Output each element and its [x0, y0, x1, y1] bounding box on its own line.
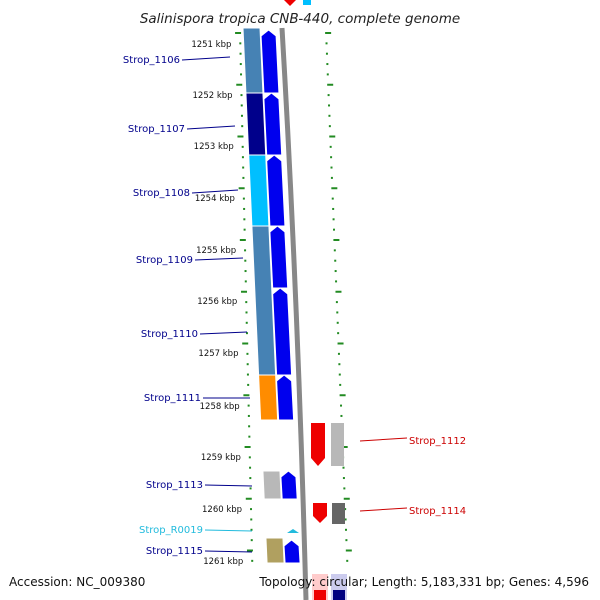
scale-label: 1260 kbp	[202, 505, 242, 515]
cog-bar	[242, 27, 264, 94]
scale-label: 1257 kbp	[198, 349, 238, 359]
forward-gene-arrow	[260, 29, 280, 94]
reverse-gene-arrow	[313, 503, 327, 523]
partial-feature-top-cyan	[303, 0, 311, 5]
scale-label: 1255 kbp	[196, 246, 236, 256]
chromosome-backbone	[279, 27, 309, 600]
gene-leader-line	[186, 125, 236, 130]
map-title: Salinispora tropica CNB-440, complete ge…	[140, 11, 460, 27]
gene-labels: Strop_1106 Strop_1107 Strop_1108 Strop_1109…	[123, 55, 466, 557]
cog-category-track	[242, 27, 285, 564]
gene-label[interactable]: Strop_1109	[136, 255, 193, 266]
forward-gene-arrow	[272, 287, 293, 376]
gene-label[interactable]: Strop_R0019	[139, 525, 203, 536]
scale-label: 1258 kbp	[200, 402, 240, 412]
scale-label: 1254 kbp	[195, 194, 235, 204]
trna-marker	[287, 529, 299, 533]
scale-label: 1251 kbp	[191, 40, 231, 50]
cog-bar	[265, 537, 285, 564]
partial-feature-top-red	[284, 0, 296, 6]
cog-bar	[258, 374, 279, 421]
gene-label[interactable]: Strop_1115	[146, 546, 203, 557]
partial-feature-bottom-red	[314, 590, 326, 600]
gene-label[interactable]: Strop_1107	[128, 124, 185, 135]
scale-ticks-right	[325, 32, 352, 562]
gene-label[interactable]: Strop_1108	[133, 188, 190, 199]
scale-label: 1253 kbp	[194, 142, 234, 152]
reverse-gene-arrow	[311, 423, 325, 466]
scale-label: 1256 kbp	[197, 297, 237, 307]
topology-label: Topology: circular; Length: 5,183,331 bp…	[258, 575, 589, 589]
gene-leader-line	[204, 550, 253, 553]
forward-gene-arrow	[276, 374, 295, 421]
gene-leader-line	[359, 437, 408, 442]
forward-gene-arrow	[266, 154, 286, 227]
scale-label: 1252 kbp	[193, 91, 233, 101]
cog-bar	[248, 154, 270, 227]
forward-gene-arrow	[269, 225, 289, 289]
scale-label: 1259 kbp	[201, 453, 241, 463]
gene-label[interactable]: Strop_1110	[141, 329, 198, 340]
reverse-strand-track	[311, 423, 345, 524]
cog-bar	[262, 470, 282, 500]
cog-bar-reverse	[332, 503, 345, 524]
forward-strand-track	[260, 29, 301, 564]
scale-labels: 1251 kbp 1252 kbp 1253 kbp 1254 kbp 1255 kbp…	[191, 40, 243, 567]
gene-label[interactable]: Strop_1113	[146, 480, 203, 491]
cog-bar	[245, 92, 267, 156]
accession-label: Accession: NC_009380	[9, 575, 145, 589]
scale-ticks-left	[235, 32, 254, 562]
gene-label[interactable]: Strop_1111	[144, 393, 201, 404]
forward-gene-arrow	[280, 470, 298, 500]
scale-label: 1261 kbp	[203, 557, 243, 567]
gene-label[interactable]: Strop_1114	[409, 506, 466, 517]
gene-leader-line	[191, 189, 239, 194]
gene-label[interactable]: Strop_1112	[409, 436, 466, 447]
forward-gene-arrow	[263, 92, 283, 156]
cog-bar-reverse	[331, 423, 344, 466]
gene-leader-line	[194, 257, 244, 261]
forward-gene-arrow	[283, 539, 301, 564]
gene-label[interactable]: Strop_1106	[123, 55, 180, 66]
gene-leader-line	[199, 331, 248, 335]
gene-leader-line	[204, 484, 253, 487]
gene-leader-line	[204, 529, 253, 532]
partial-feature-bottom-navy	[333, 590, 345, 600]
gene-leader-line	[359, 507, 408, 512]
gene-leader-line	[181, 56, 231, 61]
